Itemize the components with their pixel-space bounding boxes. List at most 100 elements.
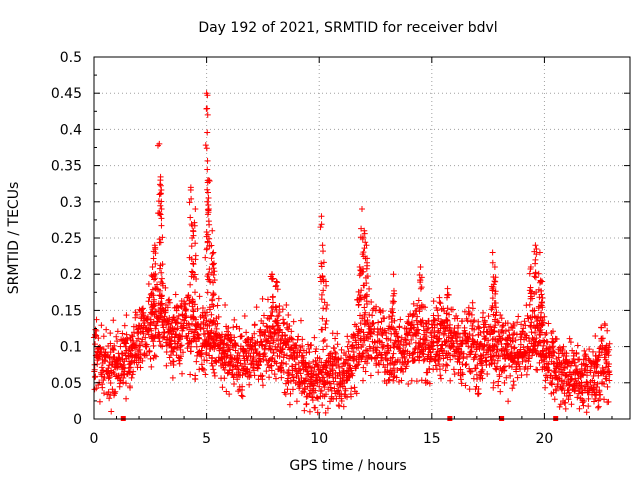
data-point [431,316,438,323]
data-point [218,331,225,338]
data-point [314,394,321,401]
data-point [358,225,365,232]
data-point [298,374,305,381]
data-point [101,357,108,364]
data-point [119,330,126,337]
data-point [209,354,216,361]
data-point [362,347,369,354]
data-point [406,340,413,347]
data-point [266,374,273,381]
data-point [204,231,211,238]
data-point [470,338,477,345]
data-point [442,342,449,349]
data-point [549,381,556,388]
data-point [592,361,599,368]
data-point [414,302,421,309]
data-point [107,330,114,337]
data-point [338,355,345,362]
data-point [187,184,194,191]
data-point [323,305,330,312]
data-point [421,336,428,343]
data-point [444,285,451,292]
data-point [459,370,466,377]
data-point [366,285,373,292]
data-point [105,353,112,360]
data-point [369,312,376,319]
data-point [162,339,169,346]
data-point [132,309,139,316]
data-point [468,311,475,318]
data-point [443,310,450,317]
data-point [499,335,506,342]
data-point [435,336,442,343]
data-point [533,366,540,373]
data-point [556,403,563,410]
data-point [267,346,274,353]
data-point [205,218,212,225]
data-point [149,273,156,280]
data-point [603,376,610,383]
data-point [205,271,212,278]
data-point [239,372,246,379]
data-point [598,324,605,331]
x-axis-title: GPS time / hours [289,458,406,474]
data-point [277,337,284,344]
data-point [202,313,209,320]
data-point [287,390,294,397]
data-point [172,291,179,298]
data-point [485,313,492,320]
data-point [313,346,320,353]
data-point [159,343,166,350]
data-point [447,356,454,363]
data-point [380,343,387,350]
data-point [279,360,286,367]
data-point [566,335,573,342]
data-point [339,363,346,370]
data-point [227,351,234,358]
data-point [565,396,572,403]
data-point [223,388,230,395]
data-point [443,361,450,368]
data-point [467,348,474,355]
data-point [140,330,147,337]
data-point [135,335,142,342]
data-point [156,338,163,345]
data-point [518,321,525,328]
data-point [491,360,498,367]
data-point [580,397,587,404]
data-point [606,371,613,378]
data-point [364,360,371,367]
data-point [604,327,611,334]
data-point [535,270,542,277]
data-point [497,353,504,360]
data-point [178,342,185,349]
data-point [262,353,269,360]
data-point [504,320,511,327]
data-point [360,377,367,384]
data-point [134,326,141,333]
data-point [506,362,513,369]
data-point [157,211,164,218]
data-point [403,339,410,346]
data-point [425,325,432,332]
data-point [100,346,107,353]
data-point [481,336,488,343]
data-point [111,342,118,349]
y-tick-label: 0.4 [60,122,82,138]
data-point [122,380,129,387]
data-point [180,349,187,356]
data-point [197,326,204,333]
data-point [147,355,154,362]
data-point [533,251,540,258]
data-point [444,324,451,331]
data-point [192,376,199,383]
data-point [470,318,477,325]
data-point [576,356,583,363]
data-point [188,268,195,275]
data-point [504,346,511,353]
data-point [234,376,241,383]
data-point [469,305,476,312]
data-point [158,198,165,205]
data-point [409,319,416,326]
data-point [510,345,517,352]
